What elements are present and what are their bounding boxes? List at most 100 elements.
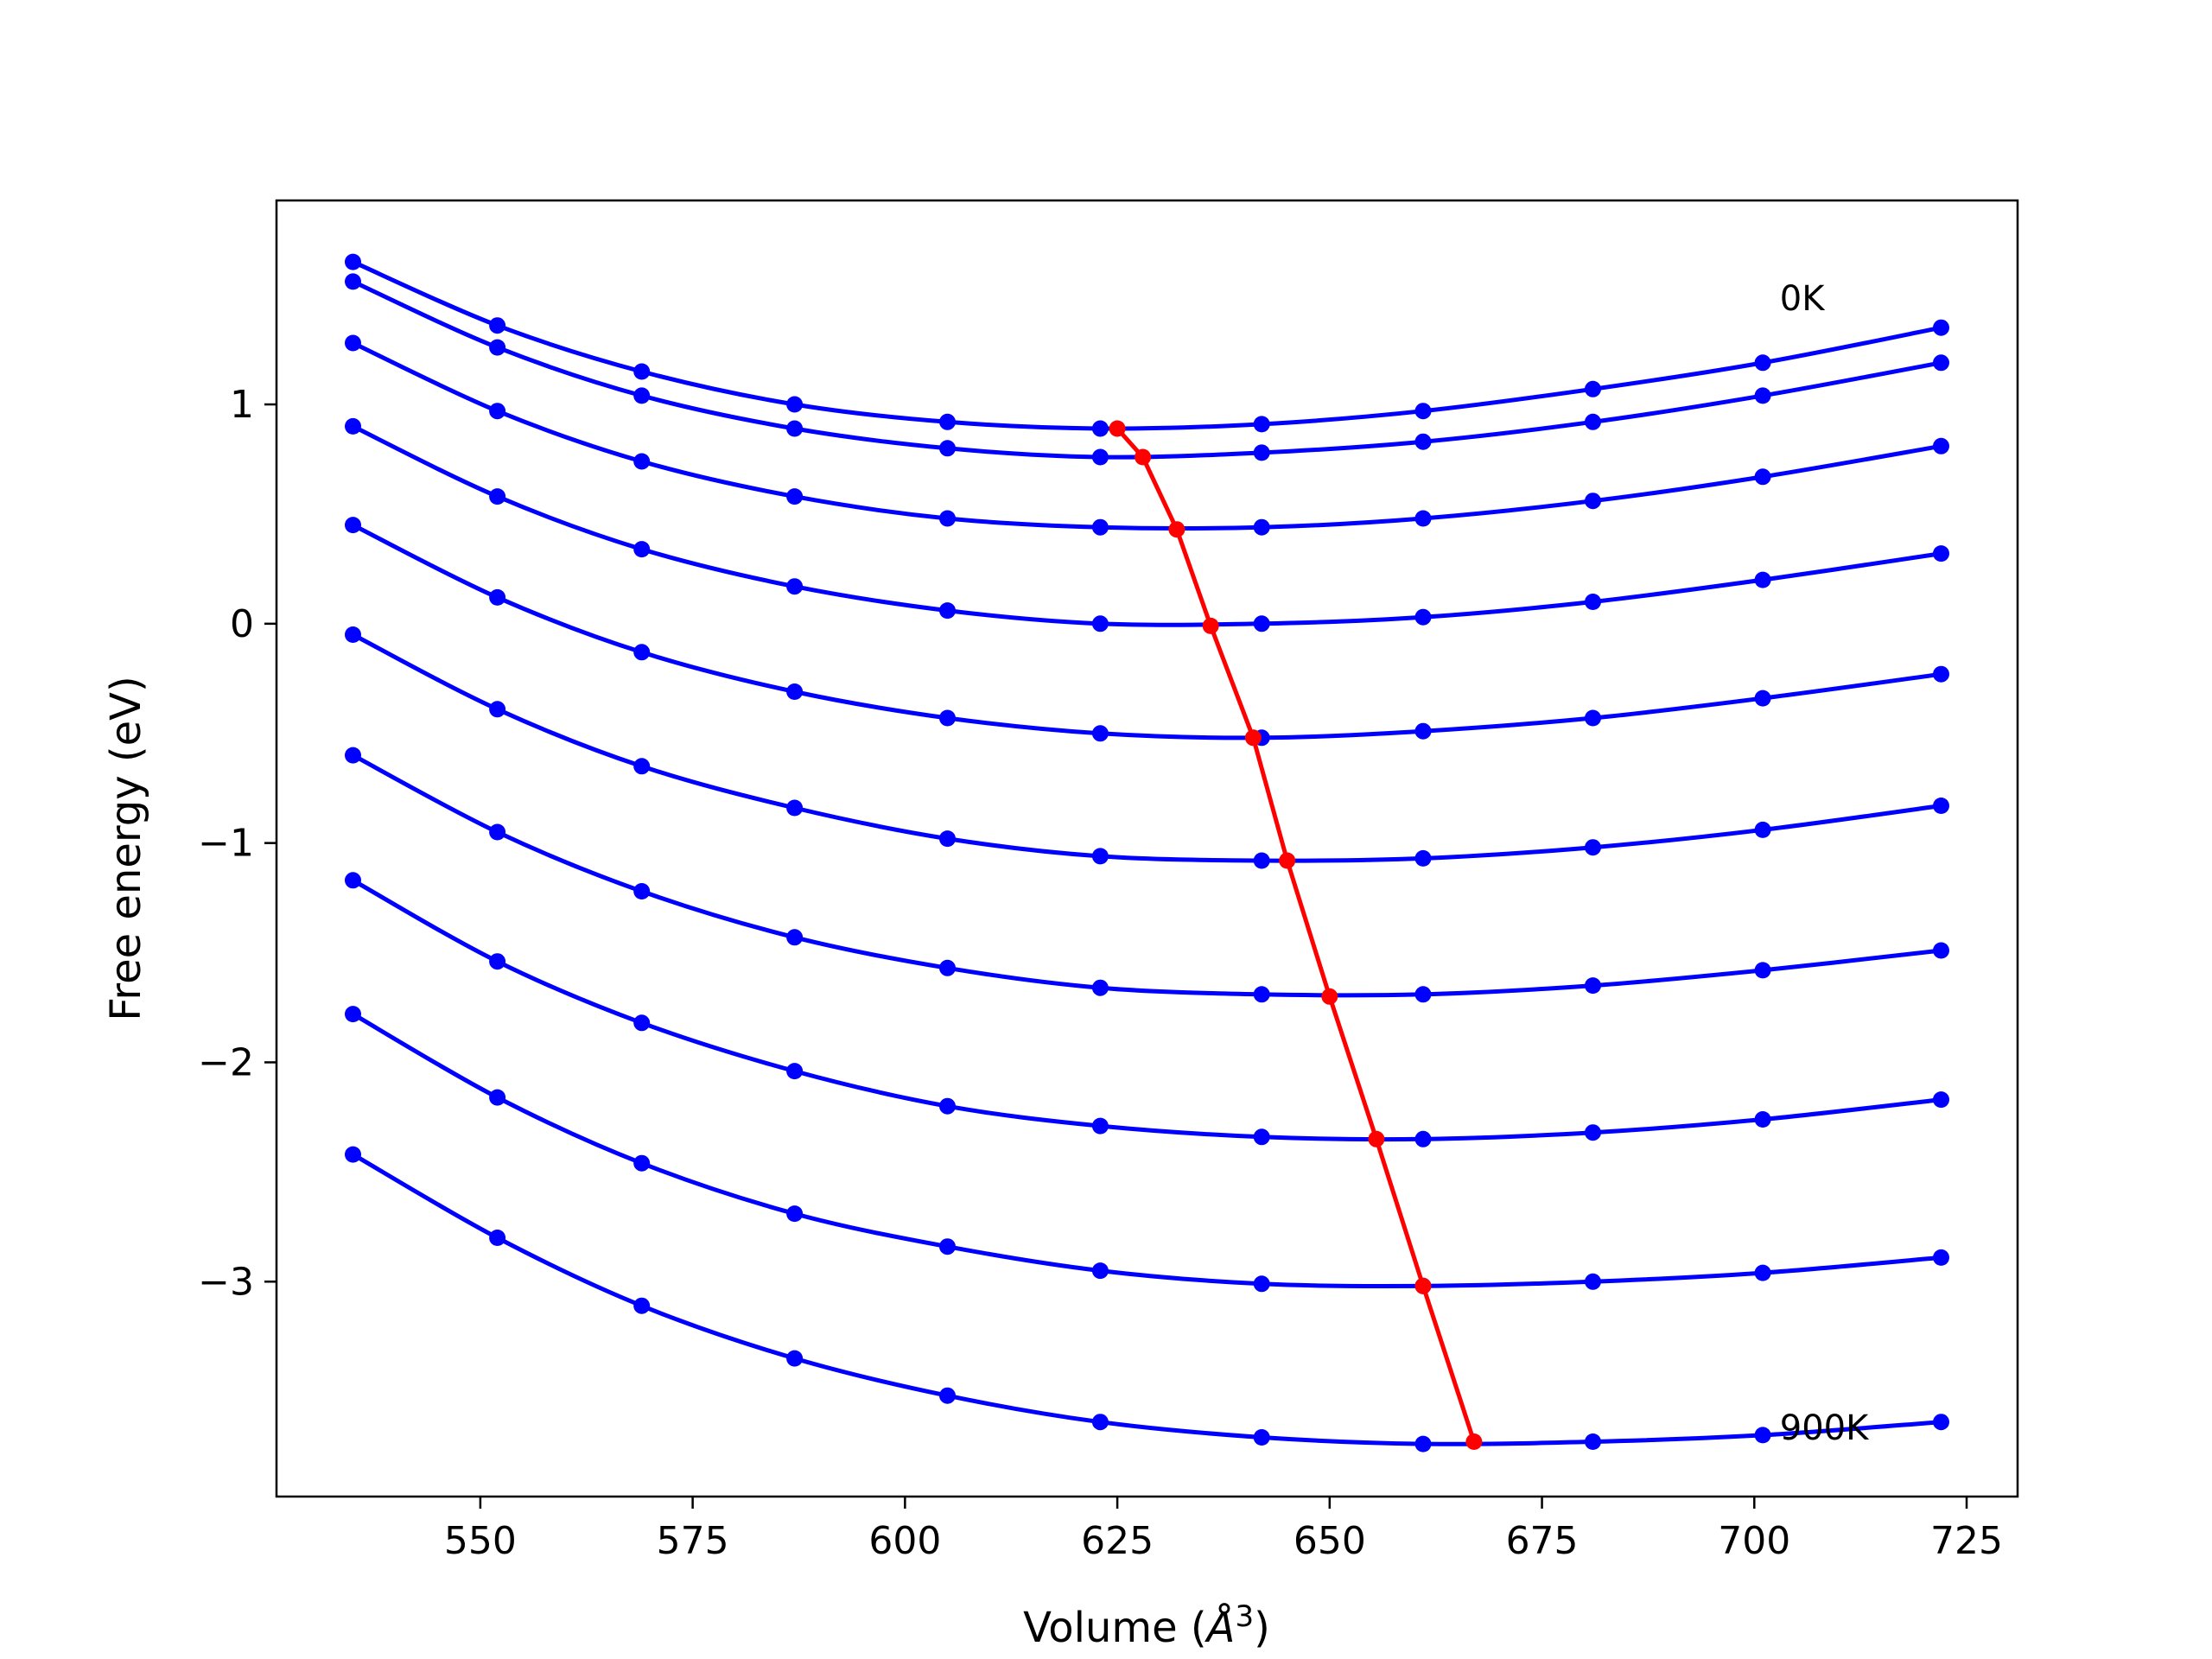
series-6-point-5 — [1091, 979, 1109, 996]
series-0-point-7 — [1414, 403, 1432, 420]
series-8-point-1 — [489, 1089, 506, 1106]
series-1-point-9 — [1754, 387, 1771, 404]
series-3-point-0 — [345, 417, 361, 435]
series-1-point-6 — [1253, 444, 1270, 461]
y-tick-label-1: 0 — [230, 602, 254, 646]
series-2-point-6 — [1253, 518, 1270, 536]
series-4-point-1 — [489, 588, 506, 606]
minima-point-2 — [1168, 521, 1185, 538]
minima-point-6 — [1321, 988, 1338, 1005]
series-6-point-6 — [1253, 986, 1270, 1003]
x-tick-label-3: 625 — [1081, 1519, 1154, 1563]
series-7-point-9 — [1754, 1111, 1771, 1128]
x-tick-label-2: 600 — [868, 1519, 941, 1563]
series-4-point-10 — [1933, 665, 1949, 683]
minima-point-1 — [1135, 448, 1152, 466]
series-0-point-10 — [1933, 319, 1949, 336]
series-8-point-0 — [345, 1006, 361, 1023]
series-4-point-2 — [633, 644, 651, 661]
y-tick-label-4: −3 — [198, 1260, 254, 1304]
y-tick-label-0: 1 — [230, 383, 254, 427]
series-2-point-4 — [939, 510, 956, 527]
series-2-point-7 — [1414, 510, 1432, 527]
series-2-point-0 — [345, 334, 361, 352]
series-7-point-7 — [1414, 1130, 1432, 1147]
series-7-point-0 — [345, 872, 361, 889]
x-axis: 550 575 600 625 650 675 700 725 — [444, 1497, 2003, 1563]
plot-frame — [275, 199, 2019, 1498]
y-axis: 1 0 −1 −2 −3 — [198, 383, 276, 1304]
series-3-point-2 — [633, 541, 651, 558]
series-0-point-8 — [1585, 380, 1601, 397]
series-1-point-4 — [939, 440, 956, 457]
series-3-point-5 — [1091, 615, 1109, 632]
series-0-point-3 — [786, 396, 804, 413]
minima-point-4 — [1244, 729, 1262, 747]
series-4-point-0 — [345, 517, 361, 534]
series-4-point-9 — [1754, 690, 1771, 707]
x-axis-label-exponent: 3 — [1235, 1599, 1254, 1634]
series-3-point-7 — [1414, 608, 1432, 626]
series-0-point-0 — [345, 253, 361, 270]
series-6-point-2 — [633, 883, 651, 899]
series-1-point-0 — [345, 273, 361, 290]
annotation-0k: 0K — [1780, 279, 1826, 319]
annotation-900k: 900K — [1780, 1408, 1870, 1448]
x-tick-label-0: 550 — [444, 1519, 517, 1563]
series-7-point-3 — [786, 1063, 804, 1080]
series-7-point-5 — [1091, 1117, 1109, 1135]
x-axis-label-text: Volume ( — [1023, 1604, 1207, 1652]
series-3-point-6 — [1253, 615, 1270, 632]
series-8-point-6 — [1253, 1275, 1270, 1293]
series-9-point-0 — [345, 1146, 361, 1163]
y-tick-label-3: −2 — [198, 1040, 254, 1084]
minima-point-3 — [1202, 617, 1219, 634]
series-0-point-4 — [939, 413, 956, 430]
series-3-point-3 — [786, 578, 804, 595]
series-2-point-2 — [633, 453, 651, 470]
series-5-point-2 — [633, 758, 651, 775]
series-1-point-10 — [1933, 354, 1949, 372]
series-8-point-10 — [1933, 1249, 1949, 1266]
series-2-point-10 — [1933, 437, 1949, 454]
series-5-point-3 — [786, 799, 804, 817]
series-5-point-1 — [489, 701, 506, 718]
minima-point-9 — [1465, 1433, 1483, 1450]
series-4-point-5 — [1091, 725, 1109, 742]
series-2-point-1 — [489, 403, 506, 420]
series-6-point-0 — [345, 747, 361, 764]
series-5-point-5 — [1091, 848, 1109, 865]
x-axis-label-unit: Å — [1205, 1603, 1236, 1652]
series-9-point-2 — [633, 1297, 651, 1314]
minima-point-0 — [1109, 420, 1126, 437]
series-9-point-8 — [1585, 1433, 1601, 1450]
series-4-point-3 — [786, 683, 804, 700]
series-1-point-3 — [786, 420, 804, 437]
series-5-point-6 — [1253, 852, 1270, 869]
series-8-point-5 — [1091, 1262, 1109, 1280]
series-8-point-8 — [1585, 1273, 1601, 1290]
series-8-point-4 — [939, 1238, 956, 1255]
series-1-point-7 — [1414, 433, 1432, 450]
x-tick-label-7: 725 — [1930, 1519, 2003, 1563]
x-axis-label-close: ) — [1254, 1604, 1270, 1652]
series-5-point-7 — [1414, 849, 1432, 867]
minima-point-8 — [1414, 1277, 1432, 1294]
series-9-point-6 — [1253, 1429, 1270, 1446]
series-6-point-4 — [939, 959, 956, 976]
series-9-point-10 — [1933, 1414, 1949, 1431]
series-3-point-9 — [1754, 571, 1771, 588]
x-tick-label-5: 675 — [1506, 1519, 1579, 1563]
minima-line — [1116, 427, 1477, 1443]
series-9-point-7 — [1414, 1435, 1432, 1452]
series-0-point-9 — [1754, 354, 1771, 372]
series-8-point-3 — [786, 1205, 804, 1223]
series-4-point-8 — [1585, 709, 1601, 727]
series-5-point-9 — [1754, 821, 1771, 838]
series-0-point-1 — [489, 317, 506, 334]
series-1-point-1 — [489, 339, 506, 356]
series-8-point-9 — [1754, 1264, 1771, 1281]
series-3-point-1 — [489, 488, 506, 505]
series-5-point-0 — [345, 626, 361, 643]
y-axis-label: Free energy (eV) — [102, 676, 150, 1020]
